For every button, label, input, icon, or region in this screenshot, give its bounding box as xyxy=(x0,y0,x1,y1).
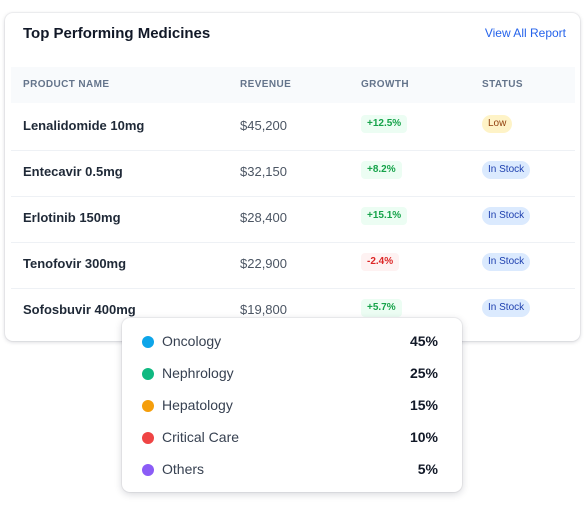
legend-item-oncology: Oncology 45% xyxy=(122,329,462,355)
table-row[interactable]: Sofosbuvir 400mg $19,800 +5.7% In Stock xyxy=(11,288,575,334)
category-legend-tooltip: Oncology 45% Nephrology 25% Hepatology 1… xyxy=(122,318,462,492)
column-header-status[interactable]: STATUS xyxy=(482,79,523,90)
status-badge: Low xyxy=(482,115,513,133)
legend-label: Oncology xyxy=(162,333,222,349)
growth-badge: +15.1% xyxy=(361,207,408,225)
growth-badge: +12.5% xyxy=(361,115,408,133)
column-header-product-name[interactable]: PRODUCT NAME xyxy=(23,79,110,90)
revenue-value: $32,150 xyxy=(240,164,287,179)
status-badge: In Stock xyxy=(482,299,531,317)
others-color-dot-icon xyxy=(142,464,154,476)
hepatology-color-dot-icon xyxy=(142,400,154,412)
top-medicines-card: Top Performing Medicines View All Report… xyxy=(5,13,580,341)
legend-percent: 45% xyxy=(409,333,438,349)
growth-badge: +5.7% xyxy=(361,299,402,317)
column-header-revenue[interactable]: REVENUE xyxy=(240,79,292,90)
table-row[interactable]: Lenalidomide 10mg $45,200 +12.5% Low xyxy=(11,104,575,151)
card-header: Top Performing Medicines View All Report xyxy=(5,13,580,63)
product-name: Sofosbuvir 400mg xyxy=(23,302,136,317)
legend-item-hepatology: Hepatology 15% xyxy=(122,393,462,419)
oncology-color-dot-icon xyxy=(142,336,154,348)
legend-percent: 10% xyxy=(409,429,438,445)
status-badge: In Stock xyxy=(482,253,531,271)
table-row[interactable]: Entecavir 0.5mg $32,150 +8.2% In Stock xyxy=(11,150,575,197)
card-title: Top Performing Medicines xyxy=(23,25,211,42)
table-row[interactable]: Tenofovir 300mg $22,900 -2.4% In Stock xyxy=(11,242,575,289)
view-all-report-link[interactable]: View All Report xyxy=(484,26,566,40)
legend-label: Hepatology xyxy=(162,397,233,413)
legend-item-others: Others 5% xyxy=(122,457,462,483)
product-name: Lenalidomide 10mg xyxy=(23,118,145,133)
legend-item-critical-care: Critical Care 10% xyxy=(122,425,462,451)
legend-label: Nephrology xyxy=(162,365,234,381)
growth-badge: -2.4% xyxy=(361,253,400,271)
revenue-value: $22,900 xyxy=(240,256,287,271)
product-name: Entecavir 0.5mg xyxy=(23,164,123,179)
legend-percent: 5% xyxy=(417,461,438,477)
table-header: PRODUCT NAME REVENUE GROWTH STATUS xyxy=(11,67,575,103)
status-badge: In Stock xyxy=(482,207,531,225)
legend-percent: 25% xyxy=(409,365,438,381)
status-badge: In Stock xyxy=(482,161,531,179)
legend-label: Critical Care xyxy=(162,429,240,445)
product-name: Tenofovir 300mg xyxy=(23,256,127,271)
product-name: Erlotinib 150mg xyxy=(23,210,121,225)
revenue-value: $19,800 xyxy=(240,302,287,317)
legend-percent: 15% xyxy=(409,397,438,413)
critical-care-color-dot-icon xyxy=(142,432,154,444)
column-header-growth[interactable]: GROWTH xyxy=(361,79,409,90)
revenue-value: $45,200 xyxy=(240,118,287,133)
revenue-value: $28,400 xyxy=(240,210,287,225)
legend-label: Others xyxy=(162,461,205,477)
table-row[interactable]: Erlotinib 150mg $28,400 +15.1% In Stock xyxy=(11,196,575,243)
nephrology-color-dot-icon xyxy=(142,368,154,380)
legend-item-nephrology: Nephrology 25% xyxy=(122,361,462,387)
growth-badge: +8.2% xyxy=(361,161,402,179)
